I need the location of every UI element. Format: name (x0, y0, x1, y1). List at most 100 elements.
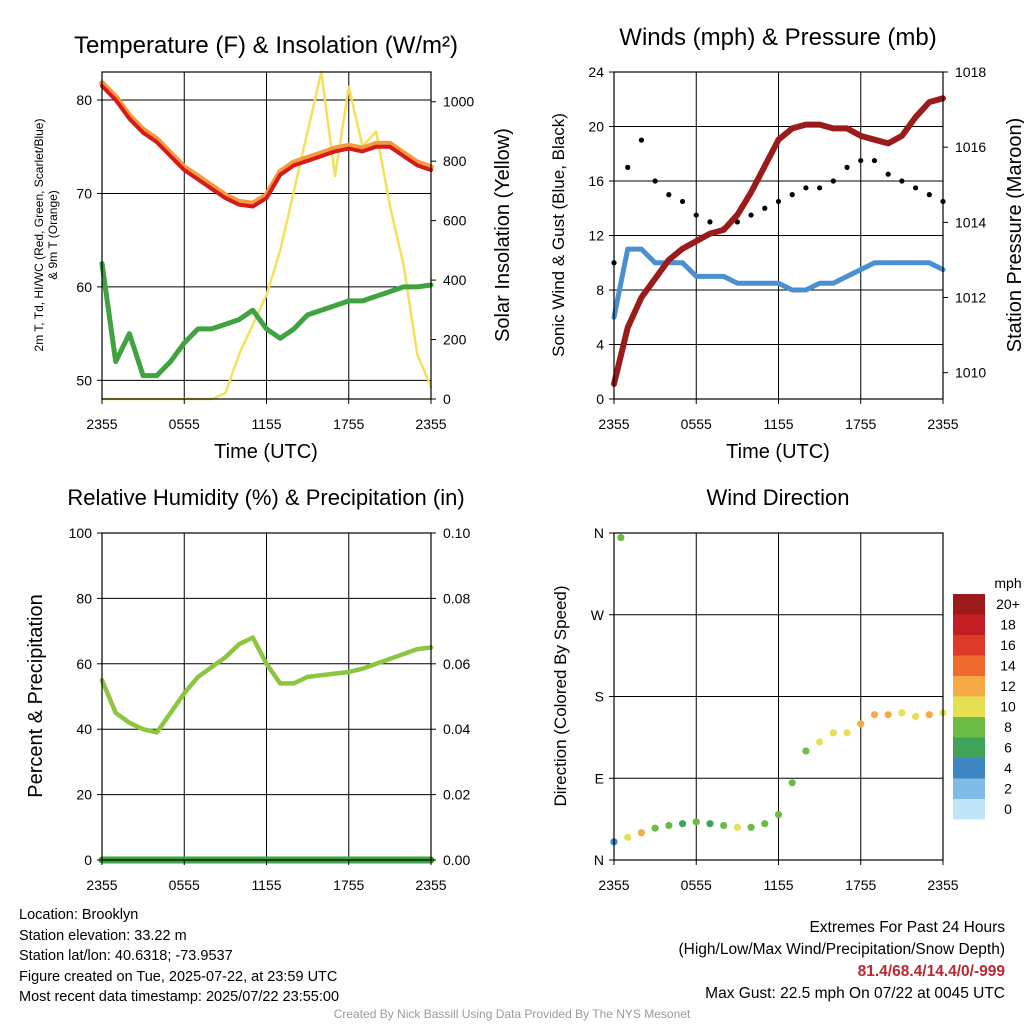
humidity-ticks: 2355 0555 1155 1755 2355 0 20 40 60 80 100 0.00 0.02… (69, 525, 471, 893)
temperature-xtick-label: 2355 (86, 416, 117, 432)
speed-legend: 0 2 4 6 8 10 12 14 16 18 20+ (953, 594, 1020, 820)
direction-xtick-label: 2355 (598, 877, 629, 893)
wind-y2tick-label: 1014 (955, 214, 986, 230)
gust-point (885, 171, 891, 177)
direction-point (617, 533, 625, 542)
wind-ytick-label: 24 (588, 64, 604, 80)
station-location: Location: Brooklyn (19, 907, 139, 923)
humidity-ytick-label: 0 (84, 852, 92, 868)
legend-swatch (953, 758, 985, 779)
direction-point (678, 820, 687, 828)
direction-point (857, 720, 865, 728)
legend-label: 4 (1004, 760, 1012, 776)
temperature-y2tick-label: 600 (443, 213, 467, 229)
wind-ytick-label: 12 (588, 228, 604, 244)
humidity-y2tick-label: 0.10 (443, 525, 470, 541)
gust-point (871, 157, 878, 164)
temperature-ytick-label: 70 (76, 185, 92, 201)
legend-label: 20+ (996, 596, 1020, 612)
direction-panel: Wind Direction 2355 0555 1155 1755 2355 N E S W N… (551, 485, 1022, 893)
gust-point (693, 212, 699, 218)
humidity-xtick-label: 2355 (86, 877, 117, 893)
legend-label: 8 (1004, 719, 1012, 735)
gust-point (707, 219, 713, 225)
humidity-ytick-label: 80 (76, 590, 92, 606)
wind-panel: Winds (mph) & Pressure (mb) 2355 0555 1155… (549, 24, 1024, 463)
wind-y2tick-label: 1018 (955, 64, 986, 80)
temperature-ylabel-left-2: & 9m T (Orange) (46, 190, 60, 280)
direction-point (706, 820, 714, 828)
legend-swatch (953, 614, 985, 635)
extremes-values: 81.4/68.4/14.4/0/-999 (857, 963, 1005, 980)
humidity-y2tick-label: 0.04 (443, 721, 470, 737)
direction-xtick-label: 0555 (681, 877, 712, 893)
legend-swatch (953, 635, 985, 656)
figure-created: Figure created on Tue, 2025-07-22, at 23… (19, 968, 338, 985)
direction-point (870, 711, 879, 719)
legend-swatch (953, 655, 985, 676)
humidity-panel: Relative Humidity (%) & Precipitation (i… (25, 485, 470, 893)
temperature-y2tick-label: 800 (443, 153, 467, 169)
direction-point (774, 810, 783, 819)
speed-legend-title: mph (994, 575, 1021, 591)
direction-point (665, 821, 673, 830)
temperature-ytick-label: 50 (76, 372, 92, 388)
extremes-box: Extremes For Past 24 Hours (High/Low/Max… (679, 917, 1006, 1005)
legend-swatch (953, 594, 985, 615)
temperature-panel: Temperature (F) & Insolation (W/m²) 2355… (32, 32, 514, 463)
humidity-y2tick-label: 0.08 (443, 590, 470, 606)
station-elevation: Station elevation: 33.22 m (19, 927, 187, 944)
humidity-ytick-label: 100 (69, 525, 93, 541)
direction-point (761, 820, 769, 828)
gust-point (775, 198, 782, 205)
legend-label: 6 (1004, 740, 1012, 756)
temperature-xtick-label: 1755 (333, 416, 364, 432)
relative-humidity-line (99, 635, 434, 735)
legend-label: 16 (1000, 637, 1016, 653)
legend-label: 2 (1004, 781, 1012, 797)
direction-ytick-label: N (594, 525, 604, 541)
humidity-ytick-label: 60 (76, 656, 92, 672)
legend-swatch (953, 676, 985, 697)
gust-point (830, 178, 836, 184)
most-recent-data: Most recent data timestamp: 2025/07/22 2… (19, 989, 340, 1005)
dewpoint-line (99, 261, 434, 379)
gust-point (652, 178, 658, 184)
humidity-y2tick-label: 0.00 (443, 852, 470, 868)
humidity-title: Relative Humidity (%) & Precipitation (i… (67, 485, 464, 510)
humidity-xtick-label: 1155 (251, 877, 281, 893)
gust-point (912, 185, 919, 191)
temperature-xtick-label: 0555 (169, 416, 200, 432)
direction-point (651, 824, 659, 832)
wind-ytick-label: 20 (588, 119, 604, 135)
temperature-grid (102, 72, 431, 399)
direction-point (884, 711, 892, 719)
direction-point (637, 829, 646, 837)
wind-ylabel-left: Sonic Wind & Gust (Blue, Black) (549, 113, 568, 357)
temperature-y2tick-label: 400 (443, 272, 467, 288)
wind-ticks: 2355 0555 1155 1755 2355 0 4 8 12 16 20 24 1010 1012 1… (588, 64, 986, 432)
temperature-xtick-label: 1155 (251, 416, 281, 432)
extremes-title: Extremes For Past 24 Hours (809, 919, 1005, 936)
direction-ytick-label: N (594, 852, 604, 868)
legend-label: 10 (1000, 699, 1016, 715)
gust-point (679, 198, 686, 205)
station-latlon: Station lat/lon: 40.6318; -73.9537 (19, 948, 233, 964)
legend-swatch (953, 778, 985, 799)
temperature-2m-line (100, 84, 433, 209)
wind-ytick-label: 8 (596, 282, 604, 298)
legend-swatch (953, 737, 985, 758)
direction-point (733, 823, 741, 831)
direction-point (624, 833, 632, 841)
legend-label: 0 (1004, 801, 1012, 817)
gust-point (926, 192, 932, 198)
gust-point (803, 185, 809, 191)
direction-point (816, 738, 824, 746)
wind-y2tick-label: 1016 (955, 139, 986, 155)
station-info: Location: Brooklyn Station elevation: 33… (19, 905, 339, 1008)
temperature-xtick-label: 2355 (415, 416, 446, 432)
direction-grid (614, 533, 943, 860)
direction-series (610, 533, 947, 846)
gust-point (748, 212, 754, 218)
